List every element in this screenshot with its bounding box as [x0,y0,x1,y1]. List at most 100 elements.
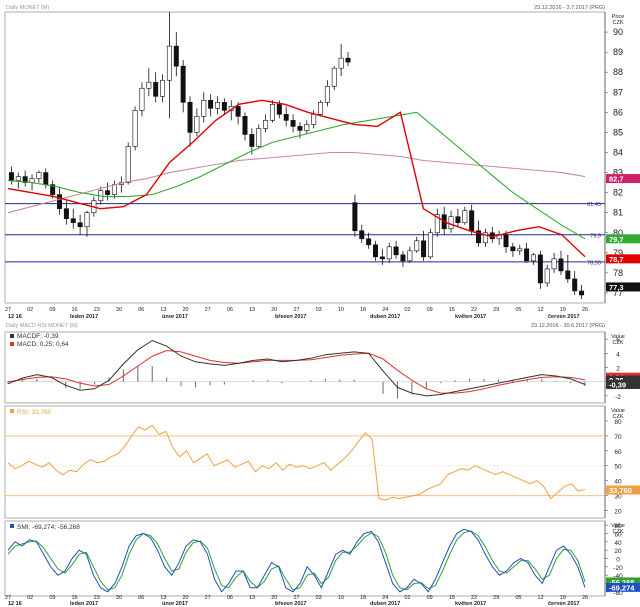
price-date-label: 20 [182,307,188,313]
price-date-label: 10 [338,307,344,313]
macd-axis-tick-label: -2 [615,394,621,401]
price-axis-tick-label: 86 [613,107,623,117]
rsi-value-tag-label: 33,760 [609,486,632,495]
bottom-date-label: 10 [338,595,344,601]
bottom-date-label: 06 [138,595,144,601]
candle-body [249,134,255,147]
candle-body [22,176,28,183]
price-date-label: 18 [360,307,366,313]
bottom-date-label: 30 [116,595,122,601]
candle-body [572,278,578,292]
price-date-label: 16 [72,307,78,313]
price-date-label: 02 [27,307,33,313]
rsi-axis-tick-label: 20 [614,509,622,516]
support-line-label: 79,9 [590,233,601,239]
panel-layer: 9089888786858483828180797877PriceCZK81,4… [4,11,640,607]
bottom-date-label: 27 [5,595,11,601]
candle-body [434,214,440,234]
macd-value-tag [606,379,640,389]
price-date-label: 15 [449,307,455,313]
candle-body [318,102,324,115]
price-date-label: 19 [560,307,566,313]
candle-body [242,116,248,135]
smi-axis-tick-label: 60 [614,532,622,539]
candle-body [105,190,111,195]
candle-body [153,81,159,97]
price-axis-tick-label: 84 [613,147,623,157]
price-axis-yunit: CZK [613,20,624,26]
price-axis-tick-label: 87 [613,87,623,97]
bottom-month-label: červen 2017 [548,601,580,607]
candle-body [36,172,42,179]
bottom-month-label: únor 2017 [162,601,188,607]
candle-body [414,240,420,252]
bottom-date-label: 29 [493,595,499,601]
price-month-label: březen 2017 [275,314,307,320]
price-date-label: 06 [138,307,144,313]
candle-body [221,102,227,111]
macd-legend-swatch [10,342,14,346]
price-date-label: 12 [538,307,544,313]
candle-body [235,106,241,117]
price-date-label: 29 [493,307,499,313]
price-date-label: 05 [515,307,521,313]
price-date-label: 13 [160,307,166,313]
candle-body [579,290,585,296]
price-value-tag-label: 82,7 [609,175,624,184]
candle-body [166,45,172,81]
candle-body [208,100,214,109]
bottom-date-label: 12 [538,595,544,601]
price-value-tag-label: 78,7 [609,255,624,264]
price-date-label: 27 [205,307,211,313]
bottom-date-label: 20 [271,595,277,601]
smi-line [7,528,586,593]
ma-red-line [7,99,586,258]
price-date-label: 09 [427,307,433,313]
price-value-tag [606,234,640,244]
candle-body [510,246,516,252]
price-axis-tick-label: 83 [613,168,623,178]
price-date-label: 22 [471,307,477,313]
bottom-date-label: 13 [249,595,255,601]
candle-body [482,232,488,244]
smi-axis-yunit: CZK [613,529,624,535]
macd-legend-swatch [10,334,14,338]
price-axis-tick-label: 90 [613,27,623,37]
smi-axis-tick-label: 0 [616,557,620,564]
candle-body [379,256,385,260]
macd-value-tag-label: -0,39 [609,380,626,389]
ma-green-line [7,111,586,240]
bottom-date-label: 03 [316,595,322,601]
candle-body [551,258,557,270]
candle-body [393,246,399,256]
price-axis-ylabel: Price [612,14,625,20]
candle-body [111,184,117,195]
smi-axis-ylabel: Value [611,523,625,529]
candle-body [70,218,76,224]
candle-body [304,124,310,131]
rsi-axis-ylabel: Value [611,408,625,414]
bottom-date-label: 15 [449,595,455,601]
bottom-date-label: 18 [360,595,366,601]
bottom-date-label: 27 [205,595,211,601]
smi-signal-line [7,530,586,591]
candle-body [448,216,454,230]
macd-value-tag [606,375,640,385]
bottom-date-label: 20 [182,595,188,601]
candle-body [565,270,571,280]
price-value-tag-label: 77,3 [609,283,624,292]
candle-body [8,172,14,181]
price-date-label: 13 [249,307,255,313]
candle-body [503,234,509,248]
bottom-month-label: 12 16 [8,601,22,607]
main-header-right: 23.12.2016 - 3.7.2017 (PRG) [534,5,605,11]
candle-body [338,57,344,69]
candle-body [372,244,378,258]
bottom-date-label: 24 [382,595,388,601]
price-date-label: 24 [382,307,388,313]
rsi-axis-tick-label: 70 [614,434,622,441]
rsi-axis-yunit: CZK [613,414,624,420]
price-axis-tick-label: 85 [613,127,623,137]
